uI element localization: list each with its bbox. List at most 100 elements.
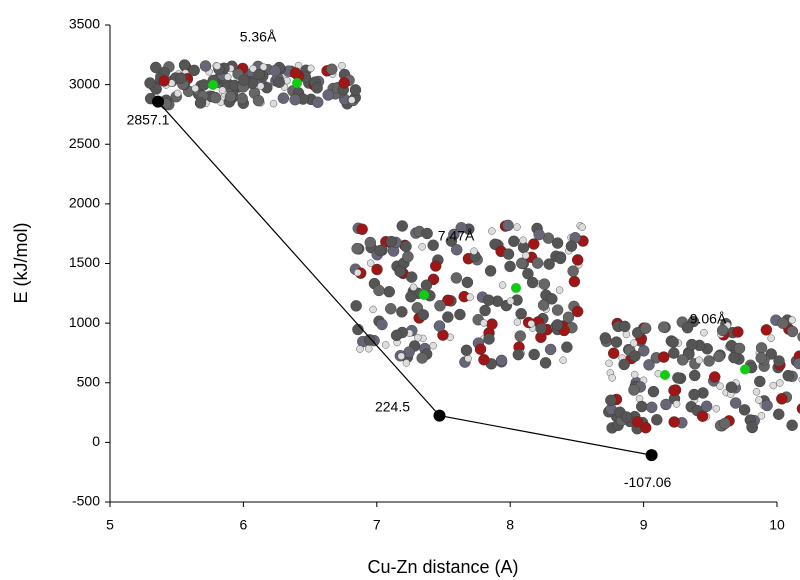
molecule-atom [421,227,433,240]
molecule-atom [696,410,709,422]
molecule-atom [514,330,526,342]
molecule-atom [502,248,515,260]
y-tick-label: 2500 [69,135,100,151]
molecule-atom [516,257,528,270]
molecule-atom [782,369,794,382]
molecule-atom [757,412,766,420]
molecule-atom [716,382,724,390]
molecule-atom [538,278,551,290]
molecule-atom [414,334,422,342]
y-tick-label: 1500 [69,254,100,270]
molecule-atom [636,400,648,413]
molecule-atom [385,235,398,248]
molecule-atom [630,339,638,347]
molecule-atom [562,311,575,323]
molecule-atom [629,350,641,362]
molecule-atom [338,62,346,70]
molecule-atom [429,342,437,350]
molecule-atom [311,82,323,94]
molecule-atom [397,352,405,360]
y-axis-title: E (kJ/mol) [11,223,31,304]
molecule-atom [667,336,679,348]
molecule-atom [688,388,700,401]
molecule-atom [544,343,557,356]
molecule-atom [628,384,640,396]
molecule-atom [605,394,617,406]
molecule-atom [752,387,761,396]
molecule-atom [253,68,265,81]
molecule-atom [565,240,578,252]
molecule-atom [572,254,584,266]
molecule-atom [506,297,515,305]
molecule-atom [356,223,368,235]
molecule-atom [618,358,630,371]
molecule-atom [495,354,508,367]
molecule-atom [382,341,390,349]
molecule-atom [512,348,525,361]
molecule-atom [551,237,564,249]
molecule-atom [488,227,496,235]
molecule-atom [402,250,414,263]
molecule-atom [218,86,227,94]
molecule-atom [349,84,362,96]
molecule-atom [442,311,454,323]
molecule-atom [608,374,616,382]
molecule-atom [312,96,324,108]
molecule-atom [668,384,680,397]
molecule-atom [730,397,742,409]
data-label: 224.5 [375,398,410,414]
molecule-atom [498,281,507,289]
molecule-atom [420,279,433,291]
molecule-atom [191,84,199,93]
molecule-atom [551,304,564,316]
molecule-atom [555,286,564,294]
molecule-atom [175,72,187,84]
molecule-atom [464,354,472,363]
y-tick-label: 3500 [69,16,100,32]
data-label: 2857.1 [127,111,170,127]
molecule-atom [605,359,613,368]
molecule-atom [554,252,567,265]
molecule-atom [418,243,426,251]
molecule-atom [535,322,547,335]
molecule-atom [793,357,800,370]
molecule-atom [417,309,430,321]
molecule-atom [224,90,237,103]
molecule-atom [390,329,403,342]
molecule-atom [365,345,373,353]
molecule-atom [681,321,694,334]
metal-atom [208,80,218,90]
molecule-atom [402,359,411,367]
molecule-atom [338,77,350,89]
molecule-atom [754,375,766,388]
molecule-illustrations [144,59,800,435]
molecule-atom [610,336,623,348]
molecule-atom [546,293,558,305]
y-tick-label: 500 [77,373,101,389]
molecule-atom [712,404,720,413]
molecule-atom [252,94,265,107]
molecule-atom [504,260,516,273]
molecule-atom [531,257,544,269]
molecule-atom [484,265,497,277]
molecule-atom [788,316,796,324]
x-axis-title: Cu-Zn distance (A) [367,557,518,577]
molecule-atom [646,401,658,414]
molecule-atom [513,318,522,326]
molecule-atom [578,223,586,231]
molecule-atom [224,73,232,81]
data-point [152,95,165,108]
molecule-atom [769,381,778,390]
molecule-atom [442,294,454,307]
molecule-atom [719,417,731,430]
molecule-atom [158,75,170,87]
molecule-atom [571,305,584,318]
molecule-atom [326,63,338,75]
molecule-atom [668,416,680,428]
molecule-atom [307,64,315,73]
x-tick-label: 5 [106,517,114,533]
molecule-atom [289,93,301,106]
molecule-atom [619,320,631,333]
molecule-atom [660,398,672,411]
molecule-atom [199,60,212,72]
